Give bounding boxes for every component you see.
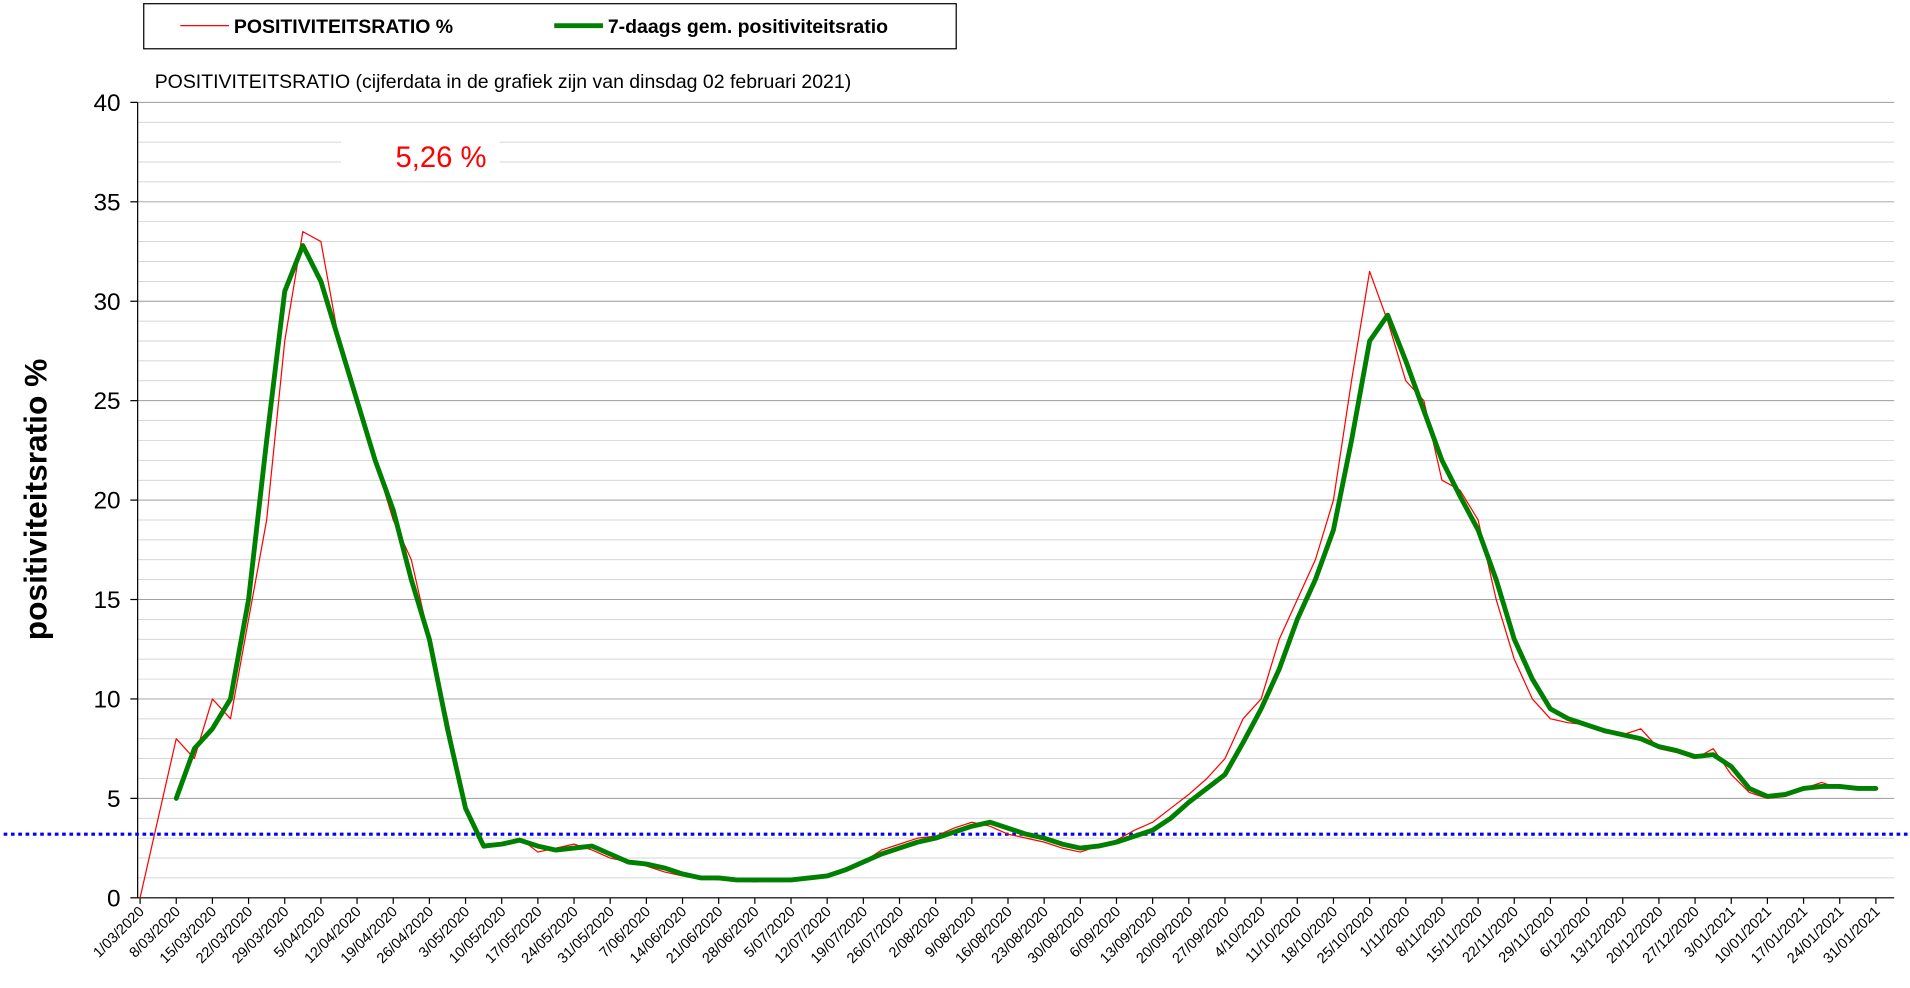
legend-box — [143, 3, 957, 50]
series-line — [139, 231, 1877, 899]
y-tick-label: 35 — [93, 189, 120, 216]
y-tick-label: 40 — [93, 90, 120, 117]
y-tick-label: 15 — [93, 587, 120, 614]
y-tick-label: 5 — [107, 786, 121, 813]
y-tick-label: 25 — [93, 388, 120, 415]
y-tick-label: 30 — [93, 289, 120, 316]
chart-title: POSITIVITEITSRATIO (cijferdata in de gra… — [155, 71, 852, 93]
series-line — [173, 243, 1879, 883]
annotation: 5,26 % — [395, 142, 486, 174]
legend-label: POSITIVITEITSRATIO % — [234, 16, 453, 38]
y-tick-label: 10 — [93, 686, 120, 713]
y-tick-label: 20 — [93, 488, 120, 515]
legend-label: 7-daags gem. positiviteitsratio — [608, 16, 888, 38]
y-tick-label: 0 — [107, 885, 121, 912]
y-axis-label: positiviteitsratio % — [17, 359, 53, 640]
annotation-bg — [341, 134, 500, 181]
